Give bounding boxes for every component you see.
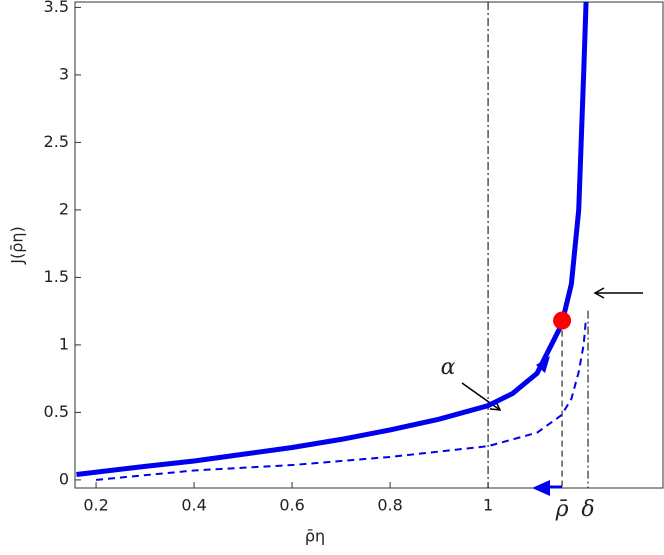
y-tick-label: 0.5 [44,402,69,421]
y-tick-label: 1 [59,334,69,353]
point [553,311,572,330]
y-tick-label: 0 [59,469,69,488]
line [95,317,588,481]
x-tick-label: 0.4 [181,496,206,515]
y-tick-label: 2.5 [44,132,69,151]
x-axis-label: ρ̄η [305,527,325,546]
direction-arrow [536,356,550,373]
direction-arrow [532,480,550,496]
x-tick-label: 0.2 [83,496,108,515]
x-tick-label: 0.6 [279,496,304,515]
y-tick-label: 2 [59,199,69,218]
x-tick-label: 0.8 [377,496,402,515]
x-tick-label: 1 [483,496,493,515]
annotation: α [441,355,456,380]
line [76,1,589,477]
y-tick-label: 1.5 [44,267,69,286]
y-tick-label: 3.5 [44,0,69,16]
plot-frame [74,1,664,489]
y-axis-label: J(ρ̄η) [8,226,27,265]
y-tick-label: 3 [59,64,69,83]
marker-label: ρ̄ [555,497,569,522]
marker-label: δ [581,497,594,522]
